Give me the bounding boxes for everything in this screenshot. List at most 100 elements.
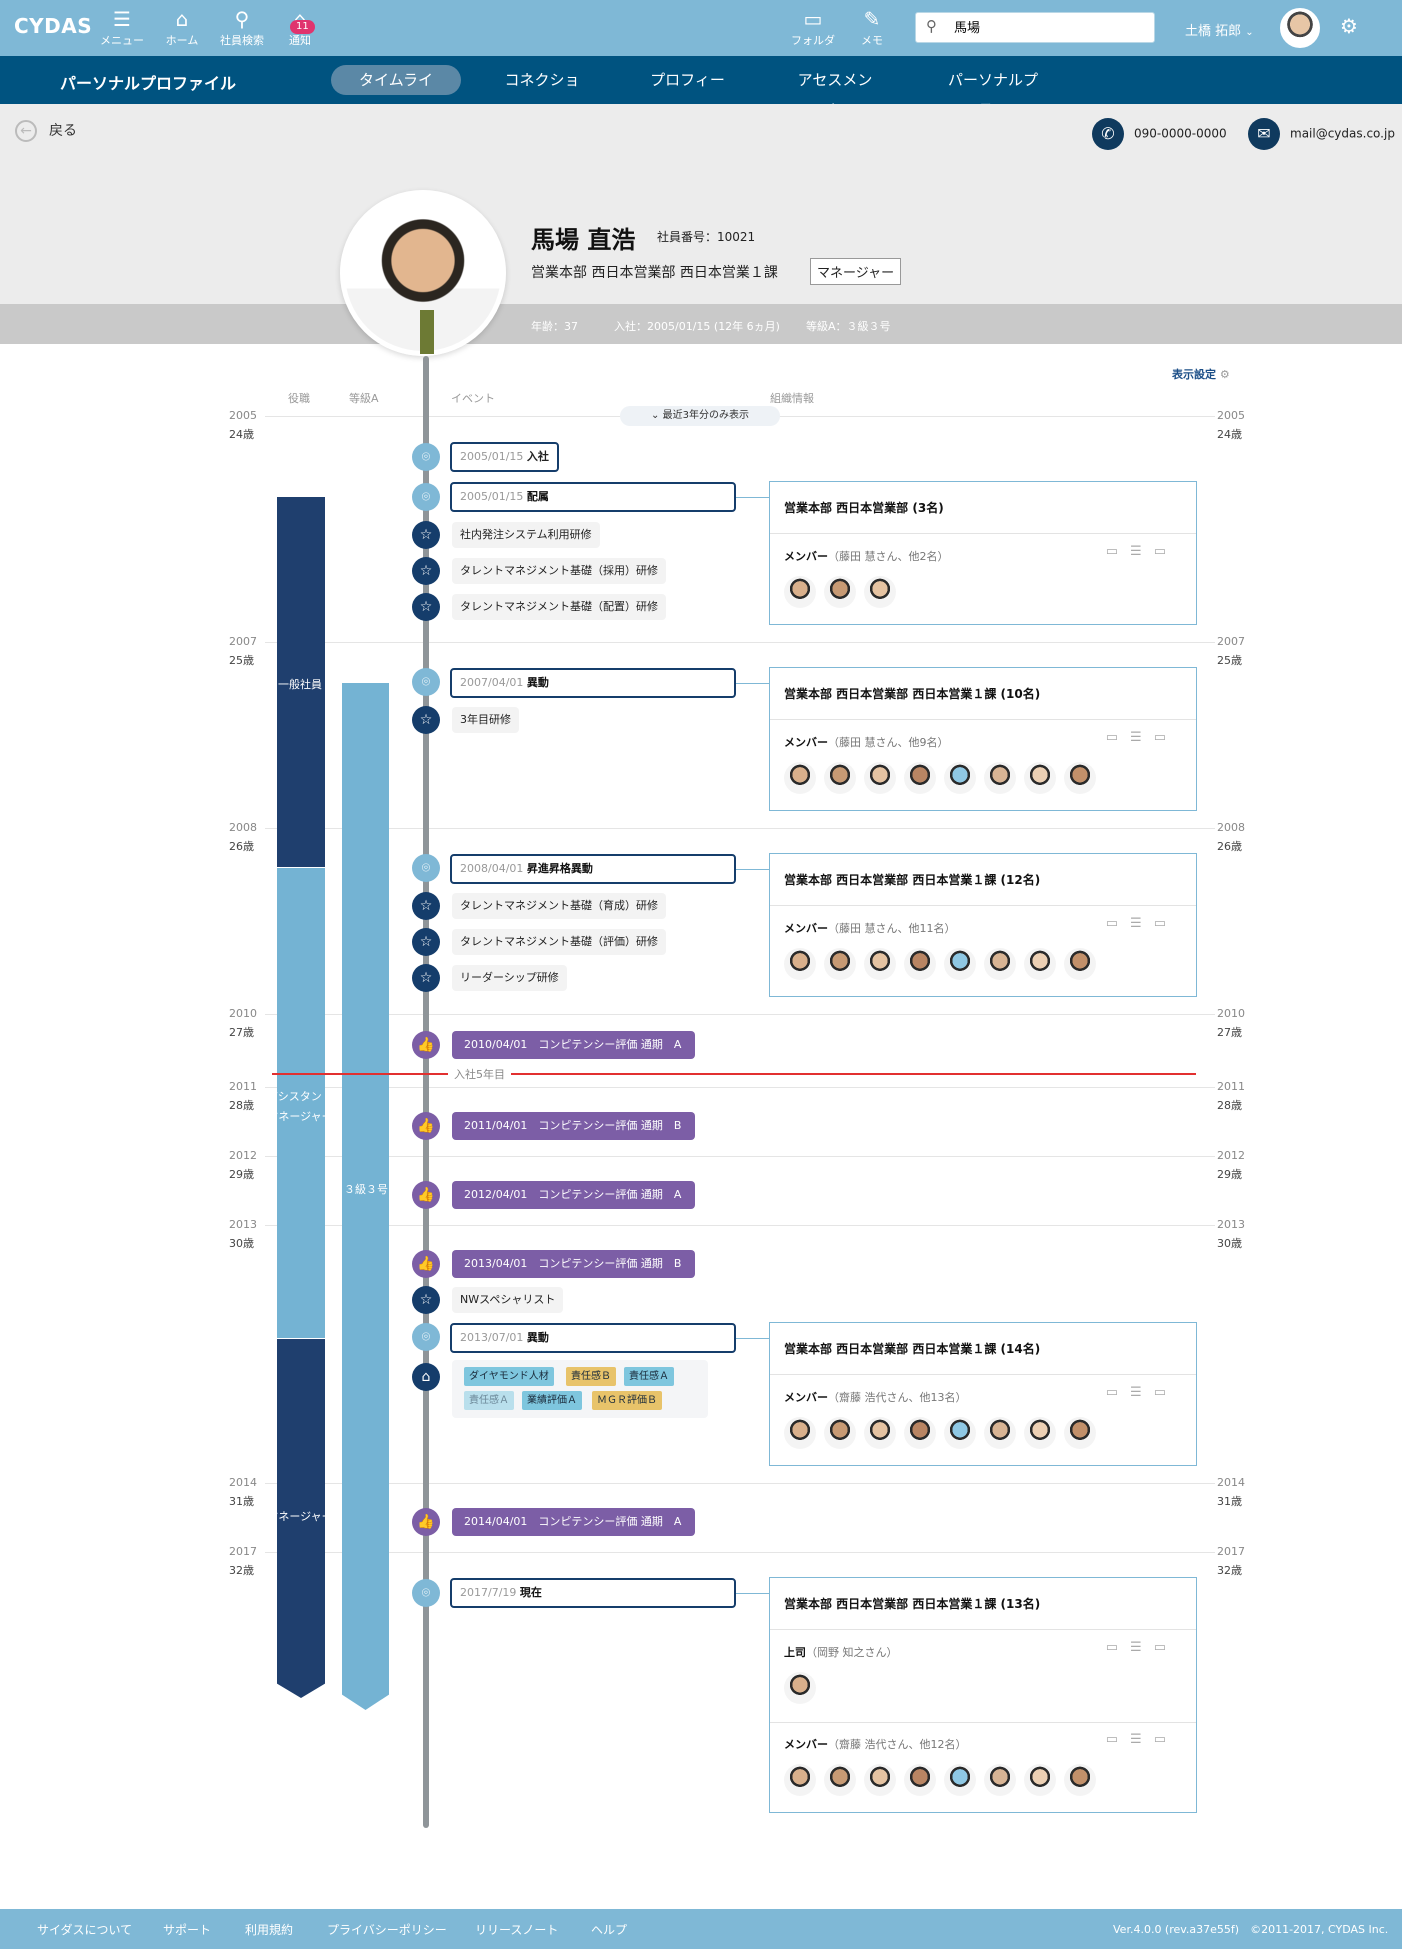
footer-link-terms[interactable]: 利用規約 bbox=[245, 1923, 294, 1937]
org-action-icons[interactable]: ▭☰▭ bbox=[1105, 544, 1178, 559]
training-chip[interactable]: タレントマネジメント基礎（配置）研修 bbox=[452, 594, 666, 620]
training-chip[interactable]: タレントマネジメント基礎（採用）研修 bbox=[452, 558, 666, 584]
footer-link-privacy[interactable]: プライバシーポリシー bbox=[327, 1923, 447, 1937]
member-avatar[interactable] bbox=[944, 1417, 976, 1449]
member-avatar[interactable] bbox=[984, 948, 1016, 980]
competency-evaluation[interactable]: 2014/04/01 コンピテンシー評価 通期 A bbox=[452, 1508, 696, 1536]
event-assignment[interactable]: 2005/01/15 配属 bbox=[450, 482, 736, 512]
cydas-logo[interactable]: CYDAS bbox=[14, 14, 93, 38]
tag[interactable]: ダイヤモンド人材 bbox=[464, 1367, 554, 1386]
member-avatar[interactable] bbox=[824, 1417, 856, 1449]
tab-connection[interactable]: コネクション bbox=[504, 71, 580, 119]
member-avatar[interactable] bbox=[864, 576, 896, 608]
training-chip[interactable]: リーダーシップ研修 bbox=[452, 965, 567, 991]
tag[interactable]: 責任感Ｂ bbox=[566, 1367, 616, 1386]
member-avatar[interactable] bbox=[824, 948, 856, 980]
member-avatar[interactable] bbox=[1024, 1417, 1056, 1449]
tab-timeline[interactable]: タイムライン bbox=[331, 65, 461, 119]
employee-search-button[interactable]: ⚲ 社員検索 bbox=[212, 6, 272, 48]
member-avatar[interactable] bbox=[824, 576, 856, 608]
member-avatar[interactable] bbox=[864, 948, 896, 980]
member-avatar[interactable] bbox=[904, 1417, 936, 1449]
org-card[interactable]: 営業本部 西日本営業部 西日本営業１課 (12名) メンバー（藤田 慧さん、他1… bbox=[769, 853, 1197, 997]
member-avatar[interactable] bbox=[1064, 762, 1096, 794]
search-input[interactable] bbox=[954, 19, 1144, 34]
tag[interactable]: 業績評価Ａ bbox=[522, 1391, 582, 1410]
member-avatar[interactable] bbox=[824, 1764, 856, 1796]
member-avatar[interactable] bbox=[984, 1417, 1016, 1449]
search-box[interactable]: ⚲ bbox=[915, 12, 1155, 43]
tab-profile[interactable]: プロフィール bbox=[650, 71, 725, 119]
org-card[interactable]: 営業本部 西日本営業部 西日本営業１課 (13名) 上司（岡野 知之さん） ▭☰… bbox=[769, 1577, 1197, 1813]
competency-evaluation[interactable]: 2012/04/01 コンピテンシー評価 通期 A bbox=[452, 1181, 696, 1209]
training-chip[interactable]: タレントマネジメント基礎（育成）研修 bbox=[452, 893, 666, 919]
member-avatar[interactable] bbox=[784, 948, 816, 980]
event-join[interactable]: 2005/01/15 入社 bbox=[450, 442, 559, 472]
user-menu[interactable]: 土橋 拓郎 ⌄ bbox=[1185, 20, 1254, 39]
competency-evaluation[interactable]: 2011/04/01 コンピテンシー評価 通期 B bbox=[452, 1112, 696, 1140]
org-card[interactable]: 営業本部 西日本営業部 西日本営業１課 (10名) メンバー（藤田 慧さん、他9… bbox=[769, 667, 1197, 811]
member-avatar[interactable] bbox=[784, 1764, 816, 1796]
member-avatar[interactable] bbox=[784, 576, 816, 608]
event-promotion-2008[interactable]: 2008/04/01 昇進昇格異動 bbox=[450, 854, 736, 884]
member-avatar[interactable] bbox=[944, 762, 976, 794]
training-chip[interactable]: 3年目研修 bbox=[452, 707, 519, 733]
event-transfer-2013[interactable]: 2013/07/01 異動 bbox=[450, 1323, 736, 1353]
member-avatar[interactable] bbox=[864, 1417, 896, 1449]
member-avatar[interactable] bbox=[784, 762, 816, 794]
competency-evaluation[interactable]: 2013/04/01 コンピテンシー評価 通期 B bbox=[452, 1250, 696, 1278]
event-transfer-2007[interactable]: 2007/04/01 異動 bbox=[450, 668, 736, 698]
org-action-icons[interactable]: ▭☰▭ bbox=[1105, 1732, 1178, 1747]
member-avatar[interactable] bbox=[1064, 1417, 1096, 1449]
notification-button[interactable]: ⌂ 11 通知 bbox=[270, 6, 330, 48]
member-avatar[interactable] bbox=[1024, 1764, 1056, 1796]
qualification-chip[interactable]: NWスペシャリスト bbox=[452, 1287, 564, 1313]
member-avatar[interactable] bbox=[784, 1672, 816, 1704]
member-avatar[interactable] bbox=[984, 762, 1016, 794]
back-button[interactable]: ← 戻る bbox=[15, 120, 77, 142]
training-chip[interactable]: タレントマネジメント基礎（評価）研修 bbox=[452, 929, 666, 955]
home-button[interactable]: ⌂ ホーム bbox=[152, 6, 212, 48]
member-avatar[interactable] bbox=[904, 762, 936, 794]
tag[interactable]: ＭＧＲ評価Ｂ bbox=[592, 1391, 662, 1410]
recent-3-years-toggle[interactable]: ⌄ 最近3年分のみ表示 bbox=[620, 406, 780, 426]
member-avatar[interactable] bbox=[1064, 948, 1096, 980]
footer-link-help[interactable]: ヘルプ bbox=[591, 1923, 628, 1937]
phone-contact[interactable]: ✆ 090-0000-0000 bbox=[1092, 118, 1227, 150]
member-avatar[interactable] bbox=[864, 762, 896, 794]
member-avatar[interactable] bbox=[904, 948, 936, 980]
org-action-icons[interactable]: ▭☰▭ bbox=[1105, 1640, 1178, 1655]
memo-button[interactable]: ✎ メモ bbox=[842, 6, 902, 48]
footer-link-release-notes[interactable]: リリースノート bbox=[475, 1923, 559, 1937]
training-chip[interactable]: 社内発注システム利用研修 bbox=[452, 522, 600, 548]
member-avatar[interactable] bbox=[1024, 762, 1056, 794]
tag[interactable]: 責任感Ａ bbox=[464, 1391, 514, 1410]
menu-button[interactable]: ☰ メニュー bbox=[92, 6, 152, 48]
member-avatar[interactable] bbox=[784, 1417, 816, 1449]
org-action-icons[interactable]: ▭☰▭ bbox=[1105, 1385, 1178, 1400]
gear-icon[interactable]: ⚙ bbox=[1340, 14, 1358, 38]
org-action-icons[interactable]: ▭☰▭ bbox=[1105, 916, 1178, 931]
event-current[interactable]: 2017/7/19 現在 bbox=[450, 1578, 736, 1608]
display-settings-button[interactable]: 表示設定 ⚙ bbox=[1172, 366, 1230, 382]
tab-assessment[interactable]: アセスメント bbox=[797, 71, 873, 119]
member-avatar[interactable] bbox=[984, 1764, 1016, 1796]
email-contact[interactable]: ✉ mail@cydas.co.jp bbox=[1248, 118, 1395, 150]
competency-evaluation[interactable]: 2010/04/01 コンピテンシー評価 通期 A bbox=[452, 1031, 696, 1059]
org-action-icons[interactable]: ▭☰▭ bbox=[1105, 730, 1178, 745]
org-card[interactable]: 営業本部 西日本営業部 西日本営業１課 (14名) メンバー（齋藤 浩代さん、他… bbox=[769, 1322, 1197, 1466]
member-avatar[interactable] bbox=[1064, 1764, 1096, 1796]
member-avatar[interactable] bbox=[904, 1764, 936, 1796]
folder-button[interactable]: ▭ フォルダ bbox=[783, 6, 843, 48]
member-avatar[interactable] bbox=[944, 948, 976, 980]
tag[interactable]: 責任感Ａ bbox=[624, 1367, 674, 1386]
user-avatar[interactable] bbox=[1280, 8, 1320, 48]
tab-personal-plan[interactable]: パーソナルプラン bbox=[947, 71, 1038, 119]
member-avatar[interactable] bbox=[864, 1764, 896, 1796]
member-avatar[interactable] bbox=[1024, 948, 1056, 980]
org-card[interactable]: 営業本部 西日本営業部 (3名) メンバー（藤田 慧さん、他2名） ▭☰▭ bbox=[769, 481, 1197, 625]
footer-link-about[interactable]: サイダスについて bbox=[37, 1923, 133, 1937]
member-avatar[interactable] bbox=[824, 762, 856, 794]
member-avatar[interactable] bbox=[944, 1764, 976, 1796]
footer-link-support[interactable]: サポート bbox=[163, 1923, 212, 1937]
